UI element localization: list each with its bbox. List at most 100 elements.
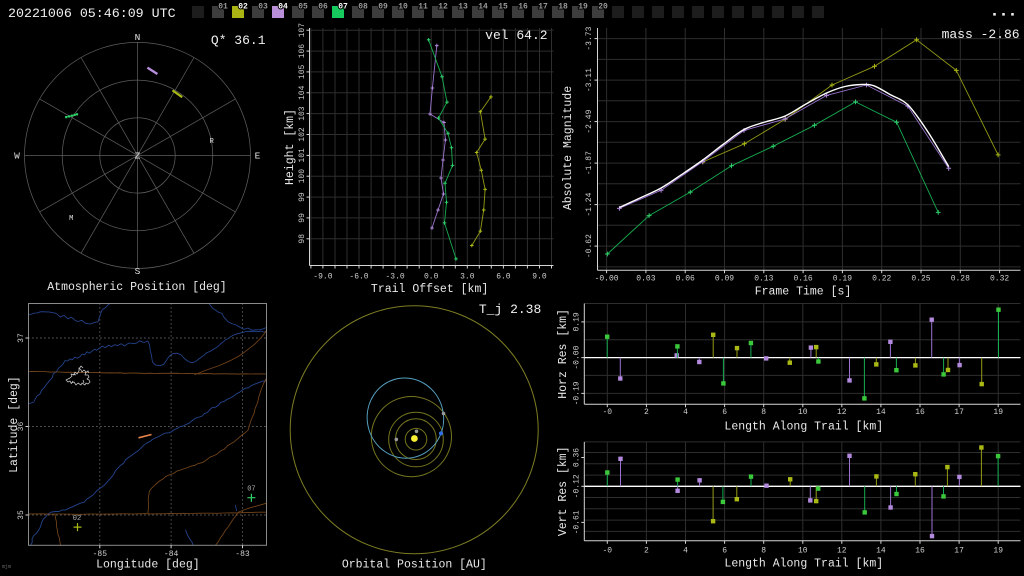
svg-text:Horz Res [km]: Horz Res [km] xyxy=(557,309,570,399)
svg-text:E: E xyxy=(255,151,261,162)
svg-text:mass -2.86: mass -2.86 xyxy=(942,27,1020,42)
svg-text:Orbital Position [AU]: Orbital Position [AU] xyxy=(342,559,487,572)
svg-text:9.0: 9.0 xyxy=(532,273,547,282)
svg-text:-0.19: -0.19 xyxy=(573,381,582,405)
svg-text:104: 104 xyxy=(298,85,307,100)
svg-text:Q* 36.1: Q* 36.1 xyxy=(211,33,266,48)
svg-text:106: 106 xyxy=(298,44,307,59)
svg-text:20: 20 xyxy=(598,3,608,12)
svg-text:-9.0: -9.0 xyxy=(313,273,332,282)
svg-text:T_j 2.38: T_j 2.38 xyxy=(479,302,541,317)
svg-text:8: 8 xyxy=(761,546,766,555)
svg-text:W: W xyxy=(14,151,20,162)
svg-text:102: 102 xyxy=(298,127,307,142)
svg-text:2: 2 xyxy=(644,546,649,555)
svg-text:05: 05 xyxy=(298,3,308,12)
svg-text:-3.73: -3.73 xyxy=(585,26,594,50)
svg-text:S: S xyxy=(135,266,141,277)
svg-text:19: 19 xyxy=(993,546,1003,555)
svg-text:3.0: 3.0 xyxy=(460,273,475,282)
svg-text:-0.12: -0.12 xyxy=(573,474,582,498)
svg-text:0.28: 0.28 xyxy=(951,274,970,283)
svg-text:0.25: 0.25 xyxy=(911,274,930,283)
svg-text:02: 02 xyxy=(238,3,248,12)
svg-text:35: 35 xyxy=(17,510,26,520)
svg-text:Frame Time [s]: Frame Time [s] xyxy=(755,286,852,299)
svg-text:-3.11: -3.11 xyxy=(585,68,594,92)
svg-text:Length Along Trail [km]: Length Along Trail [km] xyxy=(724,558,883,571)
svg-text:16: 16 xyxy=(915,408,925,417)
svg-text:Z: Z xyxy=(135,151,141,162)
svg-text:17: 17 xyxy=(954,546,964,555)
svg-text:6: 6 xyxy=(722,408,727,417)
svg-text:12: 12 xyxy=(837,546,847,555)
svg-text:0.19: 0.19 xyxy=(573,312,582,331)
svg-text:98: 98 xyxy=(298,234,307,244)
svg-text:17: 17 xyxy=(954,408,964,417)
svg-text:4: 4 xyxy=(683,408,688,417)
svg-text:R: R xyxy=(210,138,215,146)
svg-text:Longitude [deg]: Longitude [deg] xyxy=(96,559,200,572)
svg-text:14: 14 xyxy=(876,546,886,555)
svg-text:M: M xyxy=(69,215,73,223)
svg-text:Atmospheric Position [deg]: Atmospheric Position [deg] xyxy=(47,281,226,294)
svg-text:Trail Offset [km]: Trail Offset [km] xyxy=(371,283,488,296)
svg-text:0.22: 0.22 xyxy=(872,274,891,283)
svg-text:10: 10 xyxy=(798,546,808,555)
svg-text:11: 11 xyxy=(418,3,428,12)
svg-text:07: 07 xyxy=(247,486,255,494)
svg-text:-0: -0 xyxy=(602,546,612,555)
svg-text:19: 19 xyxy=(578,3,588,12)
svg-text:-0.61: -0.61 xyxy=(573,510,582,534)
svg-text:8: 8 xyxy=(761,408,766,417)
svg-text:Vert Res [km]: Vert Res [km] xyxy=(557,446,570,536)
svg-text:vel 64.2: vel 64.2 xyxy=(485,28,547,43)
svg-text:16: 16 xyxy=(518,3,528,12)
svg-text:0.19: 0.19 xyxy=(833,274,852,283)
svg-text:08: 08 xyxy=(358,3,368,12)
svg-text:14: 14 xyxy=(876,408,886,417)
svg-text:04: 04 xyxy=(278,3,288,12)
svg-text:0.16: 0.16 xyxy=(793,274,812,283)
svg-text:19: 19 xyxy=(993,408,1003,417)
svg-text:16: 16 xyxy=(915,546,925,555)
svg-text:20221006 05:46:09 UTC: 20221006 05:46:09 UTC xyxy=(8,6,176,21)
svg-text:Length Along Trail [km]: Length Along Trail [km] xyxy=(724,421,883,434)
svg-text:01: 01 xyxy=(218,3,228,12)
svg-text:12: 12 xyxy=(438,3,448,12)
svg-text:14: 14 xyxy=(478,3,488,12)
svg-text:-1.87: -1.87 xyxy=(585,151,594,175)
svg-text:37: 37 xyxy=(17,333,26,343)
svg-text:-1.24: -1.24 xyxy=(585,192,594,216)
svg-text:09: 09 xyxy=(378,3,388,12)
svg-text:0.09: 0.09 xyxy=(715,274,734,283)
svg-text:0.32: 0.32 xyxy=(990,274,1009,283)
svg-text:10: 10 xyxy=(398,3,408,12)
svg-text:99: 99 xyxy=(298,192,307,202)
svg-text:-0.00: -0.00 xyxy=(573,345,582,369)
svg-text:0.06: 0.06 xyxy=(676,274,695,283)
svg-text:-3.0: -3.0 xyxy=(385,273,404,282)
svg-text:103: 103 xyxy=(298,106,307,121)
svg-text:0.03: 0.03 xyxy=(636,274,655,283)
svg-text:02: 02 xyxy=(73,515,81,523)
svg-text:Latitude [deg]: Latitude [deg] xyxy=(8,376,21,473)
svg-text:-0: -0 xyxy=(602,408,612,417)
svg-text:N: N xyxy=(135,32,141,43)
svg-text:06: 06 xyxy=(318,3,328,12)
svg-text:4: 4 xyxy=(683,546,688,555)
svg-text:mjm: mjm xyxy=(2,564,11,570)
svg-text:12: 12 xyxy=(837,408,847,417)
svg-text:15: 15 xyxy=(498,3,508,12)
svg-text:-85: -85 xyxy=(93,550,108,559)
svg-text:18: 18 xyxy=(558,3,568,12)
svg-text:36: 36 xyxy=(17,422,26,432)
svg-text:03: 03 xyxy=(258,3,268,12)
svg-text:0.13: 0.13 xyxy=(754,274,773,283)
svg-text:-0.62: -0.62 xyxy=(585,234,594,258)
svg-text:100: 100 xyxy=(298,169,307,184)
svg-text:6: 6 xyxy=(722,546,727,555)
svg-text:Height [km]: Height [km] xyxy=(284,109,297,185)
svg-text:Absolute Magnitude: Absolute Magnitude xyxy=(562,86,575,210)
svg-text:105: 105 xyxy=(298,65,307,80)
